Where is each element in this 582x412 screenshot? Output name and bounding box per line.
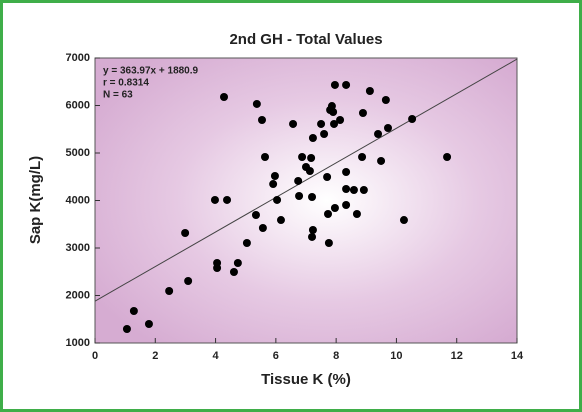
point [233, 259, 242, 268]
point [308, 225, 317, 234]
point [359, 186, 368, 195]
y-tick-label: 5000 [66, 147, 90, 159]
chart-title: 2nd GH - Total Values [229, 31, 382, 48]
plot-area [94, 57, 518, 344]
y-tick-label: 1000 [66, 337, 90, 349]
x-tick-label: 10 [390, 350, 402, 362]
point [342, 80, 351, 89]
point [327, 102, 336, 111]
point [342, 201, 351, 210]
point [377, 156, 386, 165]
point [276, 216, 285, 225]
y-axis-label: Sap K(mg/L) [27, 156, 44, 244]
x-tick-label: 4 [213, 350, 220, 362]
x-tick-label: 12 [451, 350, 463, 362]
point [308, 232, 317, 241]
point [298, 152, 307, 161]
annotation: r = 0.8314 [103, 78, 149, 89]
point [381, 95, 390, 104]
point [223, 195, 232, 204]
point [352, 209, 361, 218]
point [270, 171, 279, 180]
point [289, 119, 298, 128]
point [336, 115, 345, 124]
point [330, 80, 339, 89]
y-tick-label: 2000 [66, 289, 90, 301]
x-tick-label: 8 [333, 350, 339, 362]
point [181, 228, 190, 237]
point [307, 153, 316, 162]
point [330, 119, 339, 128]
point [308, 192, 317, 201]
point [251, 210, 260, 219]
point [374, 130, 383, 138]
point [349, 186, 358, 195]
x-tick-label: 14 [511, 350, 524, 362]
point [258, 224, 267, 233]
point [324, 239, 333, 248]
point [317, 119, 326, 128]
point [269, 180, 278, 189]
point [358, 152, 367, 161]
point [129, 306, 138, 315]
point [308, 133, 317, 142]
point [358, 109, 367, 118]
point [320, 130, 329, 138]
point [330, 204, 339, 213]
point [324, 209, 333, 218]
point [213, 263, 222, 272]
point [399, 216, 408, 225]
point [295, 191, 304, 200]
point [184, 277, 193, 286]
y-tick-label: 6000 [66, 99, 90, 111]
point [365, 87, 374, 96]
point [383, 124, 392, 133]
point [323, 172, 332, 181]
point [443, 152, 452, 161]
annotation: y = 363.97x + 1880.9 [103, 66, 199, 77]
point [210, 195, 219, 204]
point [342, 168, 351, 176]
annotation: N = 63 [103, 90, 133, 101]
point [273, 195, 282, 204]
point [261, 152, 270, 161]
point [122, 324, 131, 333]
point [257, 115, 266, 124]
point [294, 176, 303, 185]
x-tick-label: 6 [273, 350, 279, 362]
point [329, 108, 338, 117]
x-tick-label: 0 [92, 350, 98, 362]
x-tick-label: 2 [152, 350, 158, 362]
point [229, 267, 238, 276]
point [144, 320, 153, 328]
point [408, 114, 417, 123]
point [242, 239, 251, 248]
point [252, 99, 261, 108]
x-axis-label: Tissue K (%) [261, 371, 351, 388]
y-tick-label: 4000 [66, 194, 90, 206]
trendline [94, 58, 518, 302]
point [342, 185, 351, 194]
point [305, 167, 314, 176]
point [165, 286, 174, 295]
y-tick-label: 7000 [66, 52, 90, 64]
point [220, 92, 229, 101]
y-tick-label: 3000 [66, 242, 90, 254]
